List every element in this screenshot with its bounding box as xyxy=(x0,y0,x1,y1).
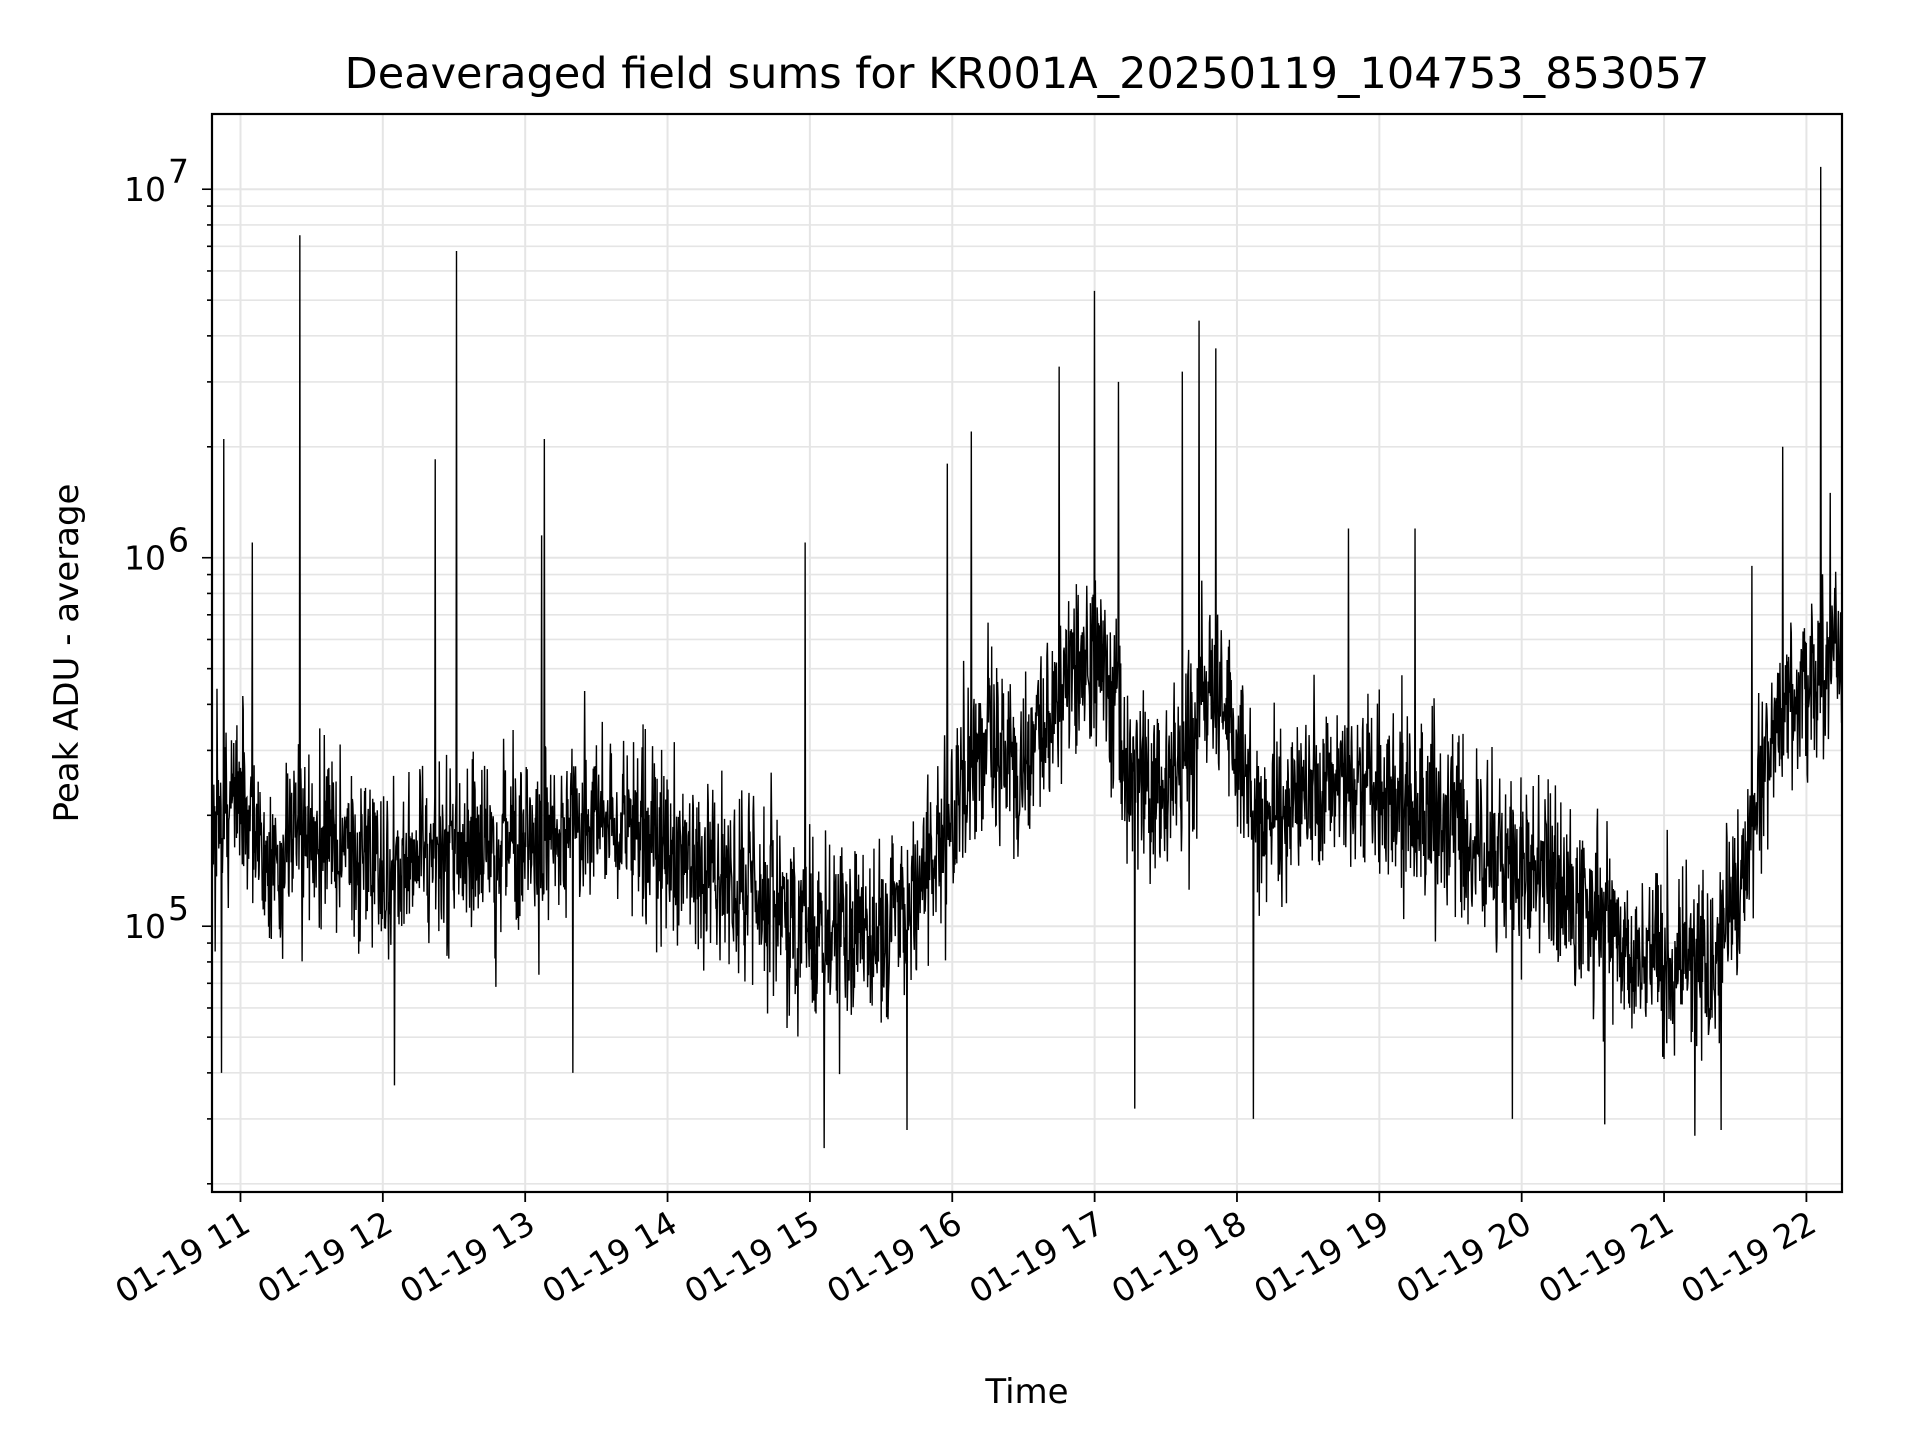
plot-frame xyxy=(210,112,1844,1194)
y-tick-exponent: 7 xyxy=(168,152,189,191)
x-axis-label: Time xyxy=(984,1372,1068,1412)
y-tick-exponent: 5 xyxy=(168,889,189,928)
y-axis-label: Peak ADU - average xyxy=(47,484,87,823)
y-tick-label: 10 xyxy=(124,907,166,946)
plot-area xyxy=(211,166,1843,1149)
y-tick-label: 10 xyxy=(124,170,166,209)
grid xyxy=(212,114,1842,1192)
chart-title: Deaveraged field sums for KR001A_2025011… xyxy=(345,49,1710,99)
y-tick-label: 10 xyxy=(124,539,166,578)
series-line xyxy=(211,166,1843,1149)
y-tick-exponent: 6 xyxy=(168,521,189,560)
